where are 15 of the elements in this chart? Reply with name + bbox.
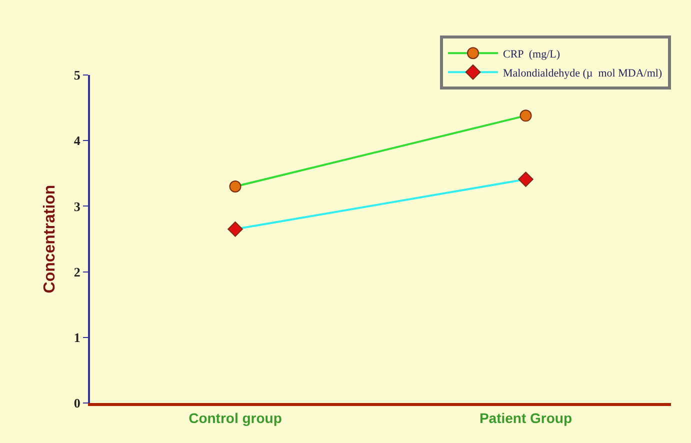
point	[229, 180, 242, 193]
legend-label: CRP (mg/L)	[503, 48, 560, 60]
point	[520, 110, 532, 122]
legend-label: Malondialdehyde (µ mol MDA/ml)	[503, 67, 662, 80]
y-tick-label: 3	[74, 198, 81, 214]
y-tick-label: 2	[74, 264, 80, 280]
y-tick-label: 1	[74, 330, 80, 345]
y-tick-label: 4	[74, 133, 81, 148]
y-tick-label: 5	[74, 68, 81, 83]
point	[518, 172, 534, 187]
y-tick-label: 0	[74, 396, 80, 411]
x-tick-label: Patient Group	[479, 410, 572, 426]
point	[228, 222, 243, 237]
x-tick-label: Control group	[188, 410, 282, 426]
y-axis-title: Concentration	[41, 184, 58, 294]
